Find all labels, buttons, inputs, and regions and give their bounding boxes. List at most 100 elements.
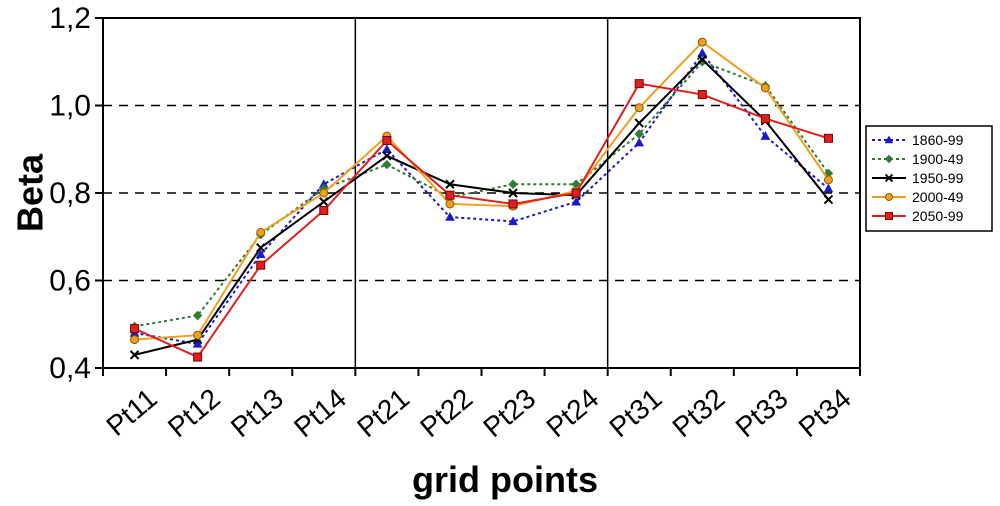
marker-diamond <box>382 159 392 170</box>
marker-x <box>508 188 518 198</box>
x-tick-label: Pt31 <box>603 382 667 443</box>
marker-x-stroke <box>884 173 894 183</box>
marker-x-stroke <box>382 151 392 161</box>
legend-item: 2050-99 <box>872 208 964 224</box>
series-line <box>134 60 830 328</box>
y-axis-ticks: 0,4 0,6 0,8 1,0 1,2 <box>49 2 103 385</box>
marker-x-stroke <box>445 179 455 189</box>
x-tick-label: Pt21 <box>351 382 415 443</box>
marker-circle <box>256 227 266 237</box>
marker-x <box>823 194 834 205</box>
x-tick-label: Pt11 <box>100 382 162 441</box>
marker-circle <box>634 103 644 113</box>
series-line <box>134 51 830 346</box>
x-tick-label: Pt22 <box>414 382 478 443</box>
marker-square <box>130 324 140 334</box>
marker-x <box>256 242 266 253</box>
series-2050-99 <box>130 79 833 362</box>
legend-label: 1900-49 <box>912 151 964 167</box>
marker-circle <box>130 335 140 345</box>
y-tick-label: 0,6 <box>49 265 91 298</box>
marker-square <box>634 79 644 89</box>
legend-label: 1860-99 <box>912 132 964 148</box>
marker-circle <box>697 37 707 47</box>
series-lines <box>129 37 834 362</box>
marker-x <box>319 197 329 207</box>
legend-item: 2000-49 <box>872 189 964 205</box>
marker-circle <box>760 83 770 93</box>
legend-label: 2050-99 <box>912 208 964 224</box>
legend-item: 1950-99 <box>872 170 964 186</box>
marker-triangle <box>760 131 771 140</box>
marker-triangle <box>192 338 203 348</box>
marker-diamond <box>634 129 644 139</box>
marker-x <box>884 173 894 183</box>
marker-triangle <box>823 183 834 193</box>
marker-circle <box>445 199 455 209</box>
marker-triangle <box>697 47 708 57</box>
series-1950-99 <box>129 54 834 360</box>
x-tick-label: Pt23 <box>477 382 541 443</box>
marker-circle <box>823 175 833 185</box>
marker-diamond <box>884 154 894 164</box>
x-tick-label: Pt14 <box>288 382 352 443</box>
marker-square <box>445 190 455 200</box>
y-axis-label: Beta <box>10 153 51 232</box>
marker-square <box>256 260 266 270</box>
marker-triangle <box>571 196 581 206</box>
x-tick-label: Pt34 <box>793 382 857 443</box>
gridlines <box>103 18 860 368</box>
marker-triangle <box>445 212 455 221</box>
x-tick-label: Pt13 <box>225 382 289 443</box>
marker-square <box>193 352 203 362</box>
marker-x <box>634 118 644 128</box>
marker-x-stroke <box>823 194 834 205</box>
marker-diamond <box>697 57 707 67</box>
marker-circle <box>319 188 329 198</box>
legend-label: 1950-99 <box>912 170 964 186</box>
legend: 1860-99 1900-49 1950-99 2000-49 2050-99 <box>865 125 993 232</box>
marker-triangle <box>634 137 645 147</box>
marker-diamond <box>192 310 203 321</box>
x-tick-label: Pt24 <box>540 382 604 443</box>
series-line <box>134 40 830 341</box>
marker-circle <box>885 193 893 201</box>
marker-triangle <box>508 216 518 226</box>
x-axis-label: grid points <box>412 459 598 500</box>
marker-diamond <box>508 179 518 189</box>
marker-triangle <box>255 249 266 258</box>
marker-x <box>697 54 707 65</box>
marker-square <box>760 114 770 124</box>
marker-x-stroke <box>634 118 644 128</box>
marker-square <box>697 90 707 100</box>
y-tick-label: 1,2 <box>49 2 91 35</box>
series-line <box>134 58 830 356</box>
y-tick-label: 0,4 <box>49 352 91 385</box>
marker-square <box>508 199 518 209</box>
marker-x <box>445 179 455 189</box>
series-1900-49 <box>129 57 834 332</box>
marker-x <box>129 350 140 360</box>
marker-square <box>319 206 329 215</box>
x-axis-ticks: Pt11 Pt12 Pt13 Pt14 Pt21 Pt22 Pt23 Pt24 Pt31 Pt32… <box>100 368 861 443</box>
marker-triangle <box>382 144 392 153</box>
marker-square <box>382 136 392 145</box>
legend-label: 2000-49 <box>912 189 964 205</box>
legend-item: 1900-49 <box>872 151 964 167</box>
marker-square <box>823 133 833 143</box>
marker-square <box>571 188 581 198</box>
marker-square <box>885 212 893 220</box>
marker-x-stroke <box>319 197 329 207</box>
marker-x-stroke <box>508 188 518 198</box>
marker-x-stroke <box>129 350 140 360</box>
x-tick-label: Pt12 <box>162 382 226 443</box>
series-line <box>134 82 829 359</box>
marker-x <box>382 151 392 161</box>
marker-x-stroke <box>256 242 266 253</box>
x-tick-label: Pt32 <box>667 382 731 443</box>
y-tick-label: 0,8 <box>49 177 91 210</box>
x-tick-label: Pt33 <box>730 382 794 443</box>
y-tick-label: 1,0 <box>49 90 91 123</box>
marker-x-stroke <box>697 54 707 65</box>
